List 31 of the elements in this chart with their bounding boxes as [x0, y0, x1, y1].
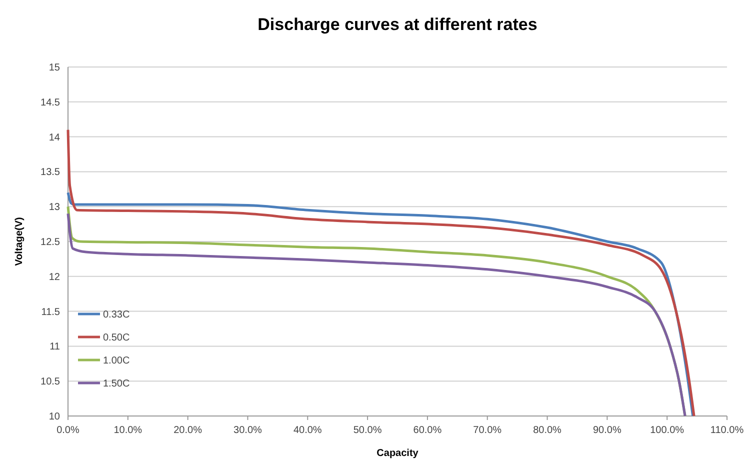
x-tick-label: 20.0%: [174, 425, 202, 436]
x-tick-label: 30.0%: [234, 425, 262, 436]
y-tick-label: 14.5: [40, 97, 60, 108]
legend-label: 1.00C: [103, 356, 130, 366]
x-tick-label: 60.0%: [413, 425, 442, 436]
y-tick-label: 14: [48, 132, 60, 144]
x-tick-label: 110.0%: [710, 425, 744, 436]
y-tick-label: 15: [48, 62, 60, 74]
chart-title: Discharge curves at different rates: [258, 15, 538, 34]
y-tick-label: 10: [48, 412, 60, 422]
x-tick-label: 50.0%: [353, 425, 382, 436]
legend-label: 0.33C: [103, 310, 130, 320]
y-tick-label: 12: [48, 272, 60, 283]
y-tick-label: 13.5: [40, 167, 60, 178]
x-axis-title: Capacity: [376, 448, 419, 459]
y-tick-label: 11: [50, 342, 60, 353]
line-series: [66, 128, 696, 418]
legend-label: 1.50C: [103, 378, 130, 390]
x-tick-label: 40.0%: [293, 425, 322, 436]
y-tick-label: 12.5: [40, 237, 60, 248]
x-tick-label: 10.0%: [114, 425, 142, 436]
y-axis-title: Voltage(V): [14, 217, 25, 266]
y-tick-label: 11.5: [41, 306, 60, 318]
x-tick-label: 80.0%: [533, 425, 562, 436]
y-tick-label: 10.5: [40, 376, 60, 388]
x-tick-label: 100.0%: [650, 425, 684, 436]
legend-label: 0.50C: [103, 332, 130, 344]
y-tick-label: 13: [48, 202, 60, 214]
x-tick-label: 0.0%: [56, 425, 80, 436]
x-tick-label: 70.0%: [473, 425, 502, 436]
x-tick-label: 90.0%: [593, 425, 622, 436]
